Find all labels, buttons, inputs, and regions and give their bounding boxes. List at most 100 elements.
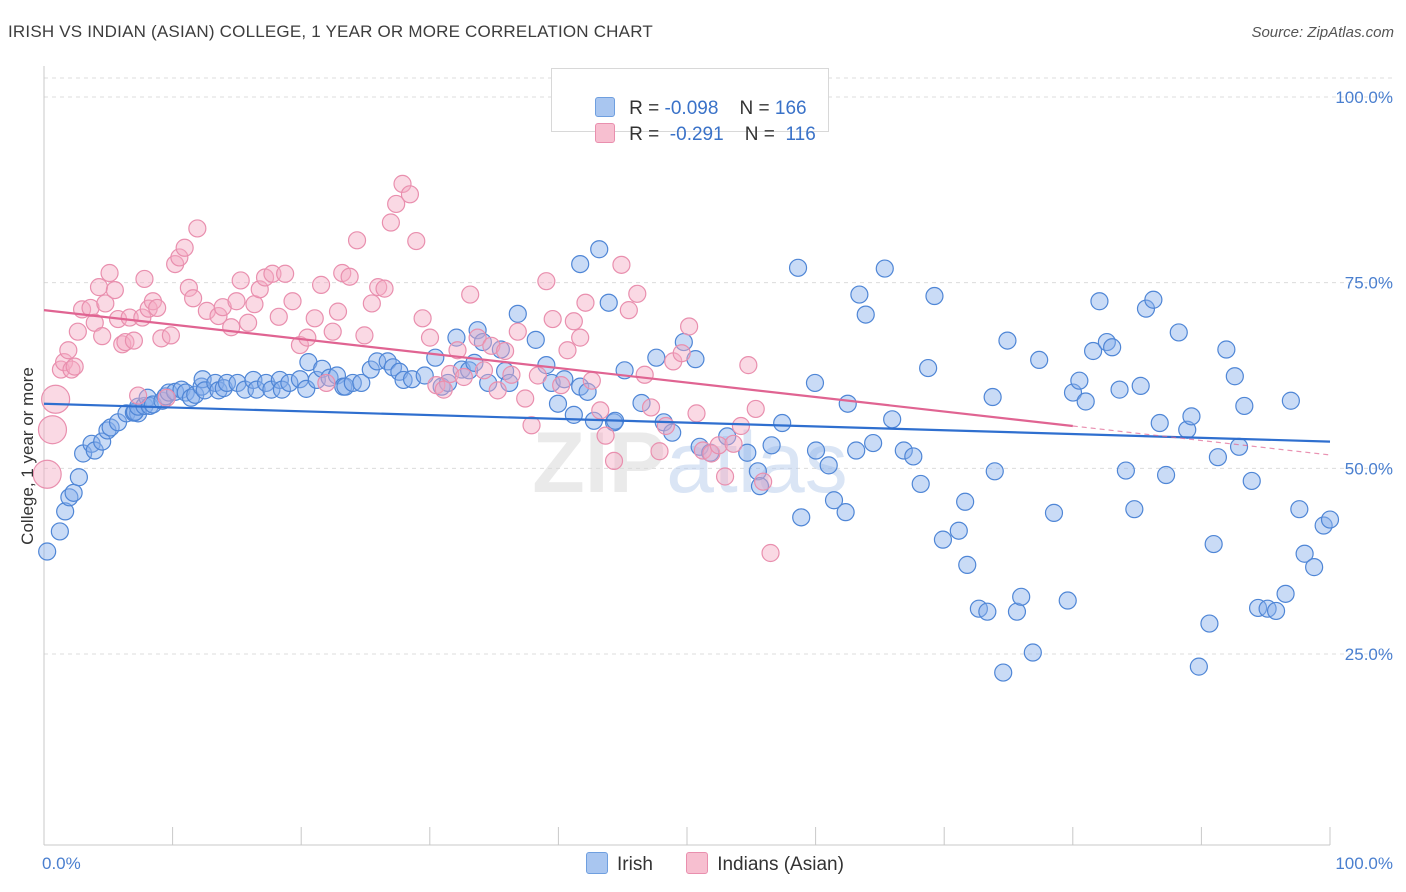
legend-row-irish: R = -0.098 N = 166 (574, 75, 807, 119)
point-indians-29 (157, 388, 176, 407)
point-irish-87 (578, 382, 597, 401)
point-irish-47 (297, 379, 316, 398)
point-irish-151 (1116, 461, 1135, 480)
point-irish-45 (280, 373, 299, 393)
point-irish-125 (919, 358, 938, 378)
point-indians-97 (596, 426, 615, 445)
point-indians-98 (604, 451, 624, 471)
point-indians-53 (305, 309, 324, 328)
point-indians-22 (129, 386, 148, 405)
point-indians-42 (231, 271, 250, 290)
point-indians-14 (96, 294, 115, 313)
point-indians-41 (227, 292, 246, 311)
point-indians-12 (89, 278, 109, 297)
point-indians-80 (482, 336, 501, 355)
legend: R = -0.098 N = 166 R = -0.291 N = 116 (551, 68, 829, 145)
bottom-legend-swatch-indians (686, 852, 709, 874)
point-indians-114 (724, 434, 743, 453)
point-indians-109 (687, 404, 706, 423)
point-indians-27 (148, 298, 167, 318)
point-indians-105 (656, 416, 675, 436)
legend-swatch-irish (595, 97, 616, 117)
point-indians-48 (269, 307, 288, 326)
point-indians-89 (543, 309, 562, 329)
point-indians-51 (290, 335, 310, 355)
bottom-legend-indians: Indians (Asian) (686, 852, 844, 876)
point-irish-158 (1169, 323, 1188, 342)
bottom-legend-label-indians: Indians (Asian) (717, 854, 844, 875)
bottom-legend: Irish Indians (Asian) (586, 852, 872, 876)
point-irish-148 (1097, 332, 1116, 352)
point-irish-142 (1058, 591, 1077, 610)
point-irish-165 (1217, 340, 1236, 359)
point-irish-115 (838, 394, 857, 413)
point-indians-64 (375, 279, 394, 298)
bottom-legend-label-irish: Irish (617, 854, 653, 875)
point-irish-108 (788, 258, 808, 277)
point-irish-172 (1266, 601, 1286, 621)
point-indians-52 (298, 328, 317, 347)
point-irish-130 (958, 555, 977, 574)
point-irish-121 (883, 410, 902, 429)
point-irish-123 (904, 447, 923, 466)
point-indians-63 (369, 278, 388, 297)
point-indians-100 (619, 301, 638, 320)
legend-r-label: R = (629, 98, 660, 119)
point-irish-143 (1063, 383, 1083, 402)
point-irish-5 (69, 468, 88, 487)
data-points (32, 174, 1340, 682)
point-irish-173 (1276, 584, 1295, 603)
watermark: ZIPatlas (532, 415, 847, 511)
point-indians-15 (100, 263, 119, 283)
point-irish-141 (1044, 503, 1064, 522)
point-irish-179 (1320, 510, 1340, 529)
point-irish-58 (368, 352, 387, 371)
point-indians-101 (628, 284, 647, 303)
point-indians-102 (635, 365, 654, 384)
point-indians-56 (323, 322, 342, 341)
point-indians-43 (239, 313, 258, 332)
point-irish-113 (824, 491, 844, 510)
point-indians-85 (516, 389, 535, 408)
point-indians-40 (222, 318, 241, 337)
point-irish-140 (1030, 350, 1049, 370)
legend-n-value: 166 (774, 98, 807, 119)
point-irish-134 (985, 462, 1004, 481)
legend-r-label: R = (629, 124, 660, 145)
point-irish-82 (548, 394, 568, 413)
point-indians-113 (715, 467, 735, 486)
point-irish-107 (773, 413, 792, 433)
point-irish-157 (1156, 465, 1176, 485)
point-indians-24 (135, 269, 154, 289)
point-indians-6 (62, 360, 81, 379)
point-irish-79 (526, 330, 545, 349)
trend-line-indians (43, 309, 1073, 428)
point-indians-94 (576, 293, 595, 312)
point-irish-72 (468, 321, 487, 340)
point-irish-156 (1150, 413, 1169, 433)
legend-swatch-indians (595, 123, 616, 143)
point-indians-87 (528, 366, 547, 385)
point-irish-138 (1012, 587, 1031, 606)
point-indians-103 (641, 398, 661, 417)
point-irish-126 (925, 286, 944, 306)
point-irish-111 (806, 441, 826, 460)
point-indians-1 (37, 415, 68, 445)
point-irish-132 (978, 602, 997, 621)
point-irish-64 (415, 366, 434, 385)
point-indians-96 (591, 401, 610, 420)
point-irish-40 (247, 380, 266, 399)
point-indians-68 (400, 185, 420, 204)
point-indians-99 (612, 255, 631, 274)
point-irish-139 (1023, 643, 1042, 662)
point-indians-18 (113, 335, 132, 354)
x-tick-label-0: 0.0% (42, 854, 81, 873)
point-irish-112 (819, 456, 838, 475)
point-irish-124 (911, 474, 930, 494)
point-indians-65 (381, 213, 400, 232)
legend-r-value: -0.098 (664, 98, 719, 119)
trend-lines (43, 309, 1331, 456)
point-irish-176 (1295, 544, 1314, 563)
point-indians-30 (161, 326, 181, 345)
point-indians-83 (502, 365, 521, 384)
